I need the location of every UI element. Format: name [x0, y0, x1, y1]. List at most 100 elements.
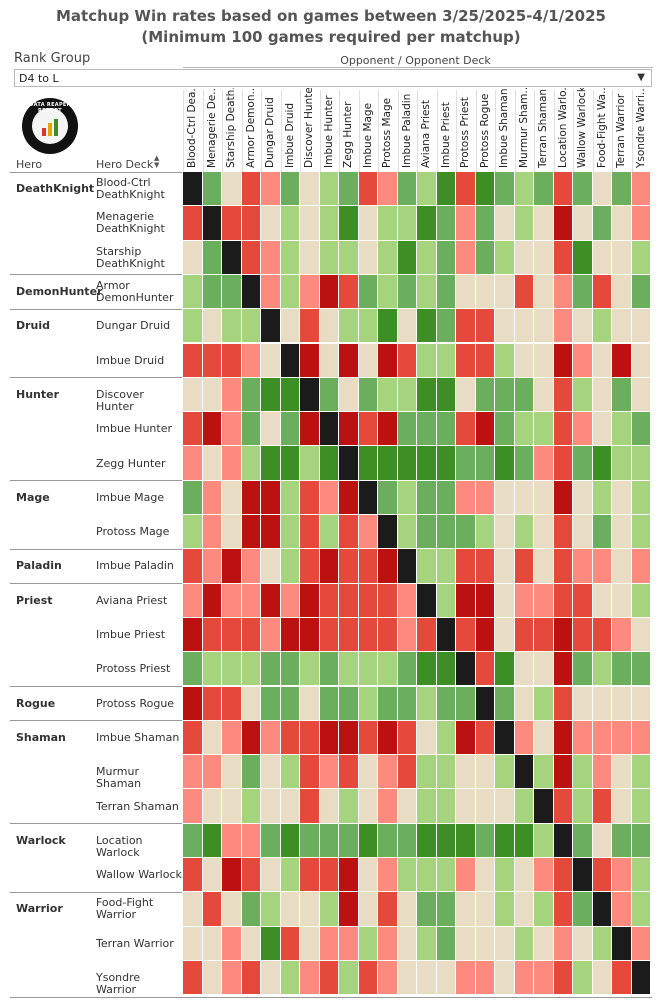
heatmap-cell[interactable]: [573, 926, 593, 961]
heatmap-cell[interactable]: [300, 240, 320, 275]
heatmap-cell[interactable]: [280, 549, 300, 584]
heatmap-cell[interactable]: [436, 343, 456, 378]
heatmap-cell[interactable]: [358, 823, 378, 858]
heatmap-cell[interactable]: [280, 343, 300, 378]
heatmap-cell[interactable]: [417, 823, 437, 858]
opponent-column-22[interactable]: Food-Fight Wa...: [593, 88, 612, 172]
heatmap-cell[interactable]: [456, 686, 476, 721]
heatmap-cell[interactable]: [553, 755, 573, 790]
heatmap-cell[interactable]: [183, 960, 203, 996]
heatmap-cell[interactable]: [553, 858, 573, 893]
heatmap-cell[interactable]: [534, 686, 554, 721]
heatmap-cell[interactable]: [280, 686, 300, 721]
heatmap-cell[interactable]: [202, 309, 222, 344]
heatmap-cell[interactable]: [495, 172, 515, 207]
heatmap-cell[interactable]: [378, 960, 398, 996]
heatmap-cell[interactable]: [456, 412, 476, 447]
heatmap-cell[interactable]: [183, 858, 203, 893]
heatmap-cell[interactable]: [495, 858, 515, 893]
heatmap-cell[interactable]: [436, 926, 456, 961]
heatmap-cell[interactable]: [300, 858, 320, 893]
heatmap-cell[interactable]: [300, 206, 320, 241]
opponent-column-11[interactable]: Protoss Mage: [378, 90, 397, 172]
heatmap-cell[interactable]: [378, 377, 398, 413]
heatmap-cell[interactable]: [241, 617, 261, 653]
heatmap-cell[interactable]: [261, 583, 281, 618]
heatmap-cell[interactable]: [397, 549, 417, 584]
heatmap-cell[interactable]: [592, 206, 612, 241]
heatmap-cell[interactable]: [183, 686, 203, 721]
heatmap-cell[interactable]: [592, 755, 612, 790]
heatmap-cell[interactable]: [183, 720, 203, 756]
heatmap-cell[interactable]: [397, 892, 417, 927]
heatmap-cell[interactable]: [378, 412, 398, 447]
opponent-column-19[interactable]: Terran Shaman: [534, 89, 553, 172]
heatmap-cell[interactable]: [592, 343, 612, 378]
heatmap-cell[interactable]: [222, 892, 242, 927]
heatmap-cell[interactable]: [319, 309, 339, 344]
heatmap-cell[interactable]: [202, 755, 222, 790]
heatmap-cell[interactable]: [417, 892, 437, 927]
heatmap-cell[interactable]: [553, 412, 573, 447]
opponent-column-16[interactable]: Protoss Rogue: [476, 90, 495, 172]
heatmap-cell[interactable]: [592, 549, 612, 584]
heatmap-cell[interactable]: [397, 755, 417, 790]
heatmap-cell[interactable]: [222, 446, 242, 481]
heatmap-cell[interactable]: [475, 823, 495, 858]
heatmap-cell[interactable]: [358, 377, 378, 413]
heatmap-cell[interactable]: [436, 206, 456, 241]
heatmap-cell[interactable]: [495, 960, 515, 996]
heatmap-cell[interactable]: [378, 309, 398, 344]
heatmap-cell[interactable]: [456, 480, 476, 515]
heatmap-cell[interactable]: [183, 309, 203, 344]
heatmap-cell[interactable]: [592, 446, 612, 481]
heatmap-cell[interactable]: [202, 240, 222, 275]
heatmap-cell[interactable]: [514, 789, 534, 824]
heatmap-cell[interactable]: [261, 926, 281, 961]
heatmap-cell[interactable]: [202, 960, 222, 996]
heatmap-cell[interactable]: [358, 755, 378, 790]
heatmap-cell[interactable]: [397, 720, 417, 756]
heatmap-cell[interactable]: [378, 446, 398, 481]
heatmap-cell[interactable]: [222, 172, 242, 207]
heatmap-cell[interactable]: [222, 515, 242, 550]
heatmap-cell[interactable]: [397, 858, 417, 893]
heatmap-cell[interactable]: [378, 892, 398, 927]
heatmap-cell[interactable]: [573, 206, 593, 241]
heatmap-cell[interactable]: [612, 480, 632, 515]
heatmap-cell[interactable]: [553, 549, 573, 584]
heatmap-cell[interactable]: [319, 583, 339, 618]
heatmap-cell[interactable]: [534, 172, 554, 207]
heatmap-cell[interactable]: [475, 172, 495, 207]
heatmap-cell[interactable]: [358, 412, 378, 447]
heatmap-cell[interactable]: [495, 412, 515, 447]
heatmap-cell[interactable]: [495, 446, 515, 481]
heatmap-cell[interactable]: [573, 960, 593, 996]
heatmap-cell[interactable]: [514, 446, 534, 481]
heatmap-cell[interactable]: [436, 755, 456, 790]
heatmap-cell[interactable]: [183, 172, 203, 207]
heatmap-cell[interactable]: [397, 377, 417, 413]
heatmap-cell[interactable]: [397, 172, 417, 207]
heatmap-cell[interactable]: [280, 583, 300, 618]
heatmap-cell[interactable]: [241, 583, 261, 618]
heatmap-cell[interactable]: [436, 892, 456, 927]
heatmap-cell[interactable]: [612, 617, 632, 653]
heatmap-cell[interactable]: [339, 686, 359, 721]
heatmap-cell[interactable]: [553, 172, 573, 207]
heatmap-cell[interactable]: [495, 652, 515, 687]
heatmap-cell[interactable]: [631, 686, 651, 721]
heatmap-cell[interactable]: [631, 206, 651, 241]
heatmap-cell[interactable]: [534, 446, 554, 481]
heatmap-cell[interactable]: [514, 309, 534, 344]
heatmap-cell[interactable]: [534, 720, 554, 756]
heatmap-cell[interactable]: [261, 823, 281, 858]
heatmap-cell[interactable]: [553, 309, 573, 344]
heatmap-cell[interactable]: [456, 343, 476, 378]
heatmap-cell[interactable]: [514, 858, 534, 893]
heatmap-cell[interactable]: [358, 446, 378, 481]
heatmap-cell[interactable]: [183, 755, 203, 790]
heatmap-cell[interactable]: [222, 377, 242, 413]
heatmap-cell[interactable]: [436, 720, 456, 756]
heatmap-cell[interactable]: [241, 755, 261, 790]
